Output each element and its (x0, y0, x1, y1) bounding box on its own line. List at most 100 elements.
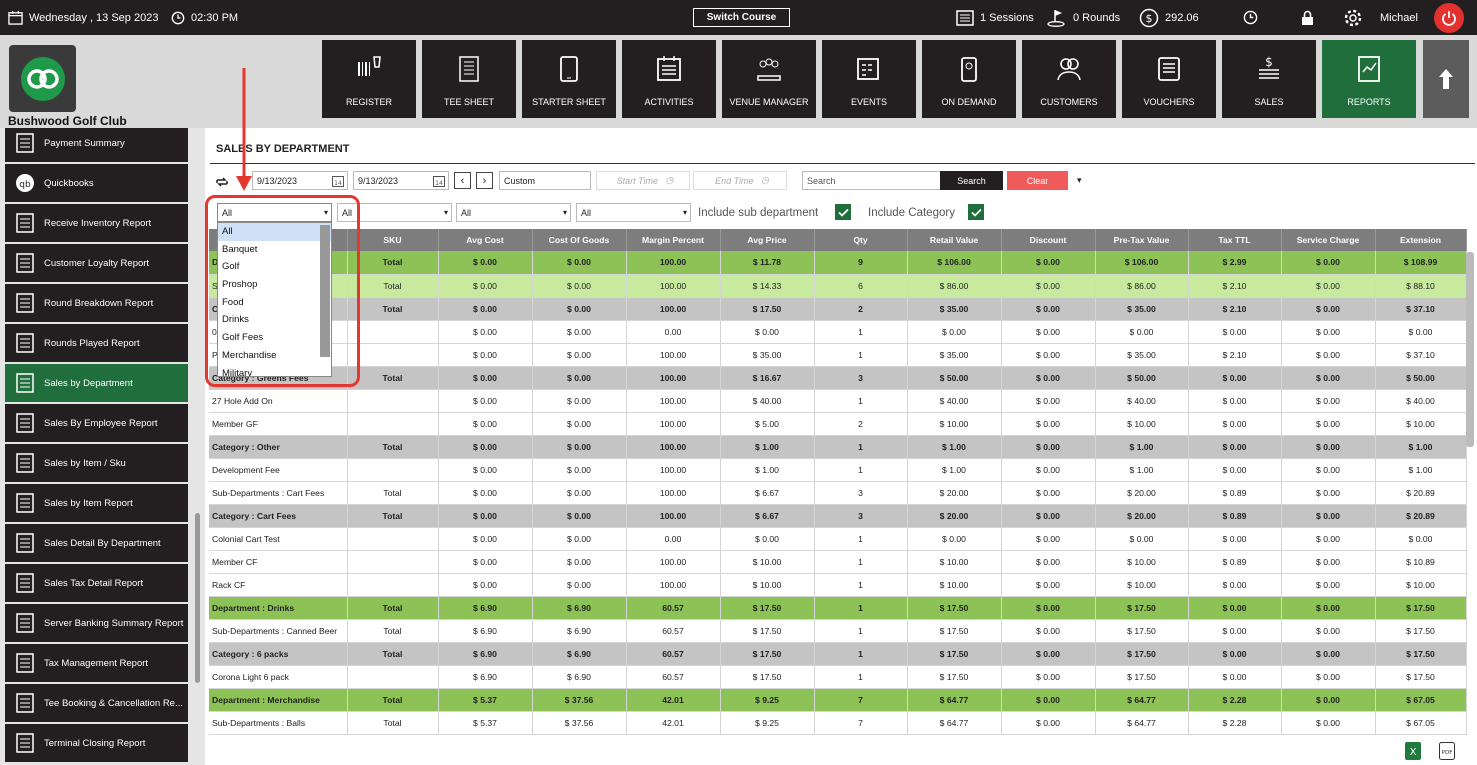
column-header[interactable]: Cost Of Goods (532, 229, 627, 251)
power-button[interactable] (1434, 3, 1464, 33)
table-row[interactable]: Member CF $ 0.00 $ 0.00 100.00 $ 10.00 1 $ 10.… (209, 550, 1467, 574)
switch-course-button[interactable]: Switch Course (693, 8, 790, 27)
sidebar-item-round-breakdown-report[interactable]: Round Breakdown Report (5, 284, 188, 322)
table-row[interactable]: Category : Greens Fees Total $ 0.00 $ 0.00 1… (209, 366, 1467, 390)
sidebar-item-tax-management-report[interactable]: Tax Management Report (5, 644, 188, 682)
column-header[interactable]: Extension (1375, 229, 1467, 251)
calendar-icon[interactable]: 14 (332, 175, 344, 187)
balance-indicator[interactable]: $ 292.06 (1139, 0, 1199, 35)
column-header[interactable]: Avg Price (720, 229, 815, 251)
range-select[interactable]: Custom ▾ (499, 171, 1082, 190)
table-row[interactable]: Department : Merchandise Total $ 5.37 $ 37.… (209, 688, 1467, 712)
nav-on-demand-button[interactable]: ON DEMAND (922, 40, 1016, 118)
table-row[interactable]: Colonial Cart Test $ 0.00 $ 0.00 0.00 $ 0.00… (209, 527, 1467, 551)
nav-tee-sheet-button[interactable]: TEE SHEET (422, 40, 516, 118)
clear-button[interactable]: Clear (1007, 171, 1068, 190)
sidebar-item-sales-detail-by-department[interactable]: Sales Detail By Department (5, 524, 188, 562)
include-sub-checkbox[interactable] (835, 204, 851, 220)
table-row[interactable]: C Total $ 0.00 $ 0.00 100.00 $ 17.50 2 $ 35.00 $… (209, 297, 1467, 321)
sidebar-item-terminal-closing-report[interactable]: Terminal Closing Report (5, 724, 188, 762)
dropdown-option[interactable]: Banquet (222, 243, 258, 255)
column-header[interactable]: Tax TTL (1188, 229, 1282, 251)
table-row[interactable]: Category : Cart Fees Total $ 0.00 $ 0.00 100… (209, 504, 1467, 528)
table-row[interactable]: D Total $ 0.00 $ 0.00 100.00 $ 11.78 9 $ 106.00… (209, 251, 1467, 275)
search-button[interactable]: Search (940, 171, 1003, 190)
prev-date-button[interactable]: ‹ (454, 172, 471, 189)
table-row[interactable]: Sub-Departments : Canned Beer Total $ 6.90… (209, 619, 1467, 643)
sidebar-item-sales-by-item-report[interactable]: Sales by Item Report (5, 484, 188, 522)
table-row[interactable]: Category : 6 packs Total $ 6.90 $ 6.90 60.57… (209, 642, 1467, 666)
sidebar-item-sales-by-item-sku[interactable]: Sales by Item / Sku (5, 444, 188, 482)
sidebar-item-server-banking-summary-report[interactable]: Server Banking Summary Report (5, 604, 188, 642)
search-input[interactable]: Search (802, 171, 942, 190)
category-select[interactable]: All ▾ (456, 203, 571, 222)
nav-reports-button[interactable]: REPORTS (1322, 40, 1416, 118)
column-header[interactable]: Retail Value (907, 229, 1002, 251)
table-row[interactable]: P $ 0.00 $ 0.00 100.00 $ 35.00 1 $ 35.00 $ 0.00… (209, 343, 1467, 367)
refresh-button[interactable] (215, 172, 229, 191)
sidebar-item-sales-tax-detail-report[interactable]: Sales Tax Detail Report (5, 564, 188, 602)
dropdown-option[interactable]: Merchandise (222, 349, 277, 361)
rounds-indicator[interactable]: 0 Rounds (1047, 0, 1120, 35)
column-header[interactable]: Discount (1001, 229, 1096, 251)
sidebar-item-customer-loyalty-report[interactable]: Customer Loyalty Report (5, 244, 188, 282)
lock-button[interactable] (1301, 0, 1314, 35)
nav-sales-button[interactable]: $ SALES (1222, 40, 1316, 118)
item-select[interactable]: All ▾ (576, 203, 691, 222)
clock-button[interactable] (1243, 0, 1258, 35)
table-row[interactable]: 0 $ 0.00 $ 0.00 0.00 $ 0.00 1 $ 0.00 $ 0.00 $ 0.… (209, 320, 1467, 344)
nav-register-button[interactable]: REGISTER (322, 40, 416, 118)
column-header[interactable]: Avg Cost (438, 229, 533, 251)
table-row[interactable]: Department : Drinks Total $ 6.90 $ 6.90 60.5… (209, 596, 1467, 620)
column-header[interactable]: Margin Percent (626, 229, 721, 251)
scroll-up-button[interactable] (1423, 40, 1469, 118)
table-row[interactable]: Sub-Departments : Balls Total $ 5.37 $ 37.5… (209, 711, 1467, 735)
pdf-export-icon[interactable]: PDF (1439, 742, 1455, 760)
table-row[interactable]: Category : Other Total $ 0.00 $ 0.00 100.00 $… (209, 435, 1467, 459)
sidebar-item-payment-summary[interactable]: Payment Summary (5, 128, 188, 162)
sidebar-item-tee-booking-cancellation-re[interactable]: Tee Booking & Cancellation Re... (5, 684, 188, 722)
table-row[interactable]: Sub-Departments : Cart Fees Total $ 0.00 $ … (209, 481, 1467, 505)
sidebar-item-rounds-played-report[interactable]: Rounds Played Report (5, 324, 188, 362)
start-date-input[interactable]: 9/13/2023 14 (252, 171, 348, 190)
dropdown-option[interactable]: Proshop (222, 279, 258, 291)
table-row[interactable]: Corona Light 6 pack $ 6.90 $ 6.90 60.57 $ 17… (209, 665, 1467, 689)
dropdown-option[interactable]: Golf (222, 261, 240, 273)
nav-activities-button[interactable]: ACTIVITIES (622, 40, 716, 118)
table-row[interactable]: Development Fee $ 0.00 $ 0.00 100.00 $ 1.00 1… (209, 458, 1467, 482)
calendar-icon[interactable]: 14 (433, 175, 445, 187)
dropdown-option[interactable]: Drinks (222, 314, 249, 326)
dropdown-option[interactable]: Food (222, 296, 244, 308)
table-row[interactable]: 27 Hole Add On $ 0.00 $ 0.00 100.00 $ 40.00 1… (209, 389, 1467, 413)
nav-venue-manager-button[interactable]: VENUE MANAGER (722, 40, 816, 118)
dropdown-option[interactable]: Military (222, 367, 253, 377)
sidebar-item-quickbooks[interactable]: qb Quickbooks (5, 164, 188, 202)
column-header[interactable]: SKU (347, 229, 439, 251)
start-time-input[interactable]: Start Time ◷ (596, 171, 690, 190)
nav-vouchers-button[interactable]: VOUCHERS (1122, 40, 1216, 118)
sidebar-scrollbar[interactable] (195, 513, 200, 683)
settings-button[interactable] (1343, 0, 1363, 35)
dropdown-option[interactable]: All (218, 223, 331, 241)
column-header[interactable]: Pre-Tax Value (1095, 229, 1189, 251)
table-row[interactable]: Rack CF $ 0.00 $ 0.00 100.00 $ 10.00 1 $ 10.00… (209, 573, 1467, 597)
column-header[interactable]: Qty (814, 229, 908, 251)
column-header[interactable]: Service Charge (1281, 229, 1376, 251)
table-row[interactable]: Member GF $ 0.00 $ 0.00 100.00 $ 5.00 2 $ 10.0… (209, 412, 1467, 436)
table-scrollbar[interactable] (1466, 252, 1474, 447)
end-time-input[interactable]: End Time ◷ (693, 171, 787, 190)
nav-customers-button[interactable]: CUSTOMERS (1022, 40, 1116, 118)
include-category-checkbox[interactable] (968, 204, 984, 220)
nav-events-button[interactable]: EVENTS (822, 40, 916, 118)
dropdown-scrollbar[interactable] (320, 225, 330, 357)
department-select[interactable]: All ▾ (217, 203, 332, 222)
nav-starter-sheet-button[interactable]: STARTER SHEET (522, 40, 616, 118)
sub-department-select[interactable]: All ▾ (337, 203, 452, 222)
user-name[interactable]: Michael (1380, 0, 1418, 35)
next-date-button[interactable]: › (476, 172, 493, 189)
end-date-input[interactable]: 9/13/2023 14 (353, 171, 449, 190)
sessions-indicator[interactable]: 1 Sessions (956, 0, 1034, 35)
dropdown-option[interactable]: Golf Fees (222, 332, 264, 344)
sidebar-item-sales-by-employee-report[interactable]: Sales By Employee Report (5, 404, 188, 442)
